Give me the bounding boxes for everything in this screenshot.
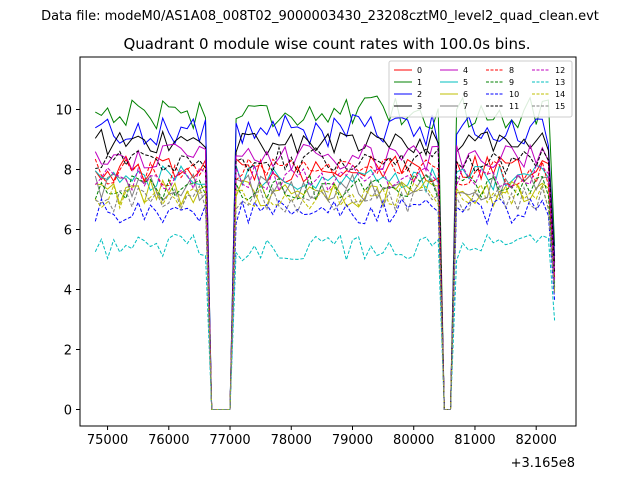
legend-label-6: 6 (463, 90, 468, 99)
x-tick-label: 80000 (393, 433, 434, 448)
legend-label-8: 8 (509, 66, 514, 75)
y-tick-label: 0 (64, 404, 72, 419)
series-line-7 (94, 172, 556, 410)
x-tick-label: 79000 (332, 433, 373, 448)
axes-frame (79, 56, 577, 427)
legend-label-10: 10 (509, 90, 519, 99)
y-tick-label: 4 (64, 284, 72, 299)
series-line-13 (94, 233, 556, 410)
chart-title: Quadrant 0 module wise count rates with … (123, 35, 530, 53)
x-tick-label: 82000 (516, 433, 557, 448)
series-line-14 (94, 181, 556, 410)
y-tick-label: 8 (64, 164, 72, 179)
legend-label-14: 14 (555, 90, 565, 99)
series-line-10 (94, 197, 556, 410)
chart-suptitle: Data file: modeM0/AS1A08_008T02_90000034… (41, 9, 599, 24)
legend-label-4: 4 (463, 66, 468, 75)
x-offset-label: +3.165e8 (511, 456, 575, 471)
legend-label-15: 15 (555, 102, 565, 111)
series-line-4 (94, 143, 556, 410)
legend-label-2: 2 (417, 90, 422, 99)
y-tick-label: 2 (64, 344, 72, 359)
legend-label-12: 12 (555, 66, 565, 75)
y-axis: 0 2 4 6 8 10 (55, 104, 80, 419)
legend-label-11: 11 (509, 102, 519, 111)
x-tick-label: 76000 (148, 433, 189, 448)
x-axis: 75000 76000 77000 78000 79000 80000 81000 82000 (87, 426, 557, 448)
x-tick-label: 81000 (454, 433, 495, 448)
series-line-3 (94, 128, 556, 410)
legend-label-1: 1 (417, 78, 422, 87)
series-line-9 (94, 174, 556, 410)
series-line-11 (95, 145, 556, 410)
series-line-8 (94, 157, 556, 410)
legend-label-9: 9 (509, 78, 514, 87)
x-tick-label: 77000 (209, 433, 250, 448)
legend-label-3: 3 (417, 102, 422, 111)
plot-area (94, 95, 556, 410)
legend-label-0: 0 (417, 66, 422, 75)
series-line-1 (95, 95, 556, 410)
x-tick-label: 75000 (87, 433, 128, 448)
series-line-6 (95, 178, 556, 410)
legend-box (388, 60, 573, 118)
x-tick-label: 78000 (271, 433, 312, 448)
legend-label-7: 7 (463, 102, 468, 111)
series-line-15 (95, 184, 556, 410)
legend-label-13: 13 (555, 78, 565, 87)
series-line-0 (94, 154, 556, 410)
y-tick-label: 10 (55, 104, 72, 119)
legend-label-5: 5 (463, 78, 468, 87)
series-line-2 (95, 114, 556, 410)
y-tick-label: 6 (64, 224, 72, 239)
series-line-12 (94, 163, 556, 410)
